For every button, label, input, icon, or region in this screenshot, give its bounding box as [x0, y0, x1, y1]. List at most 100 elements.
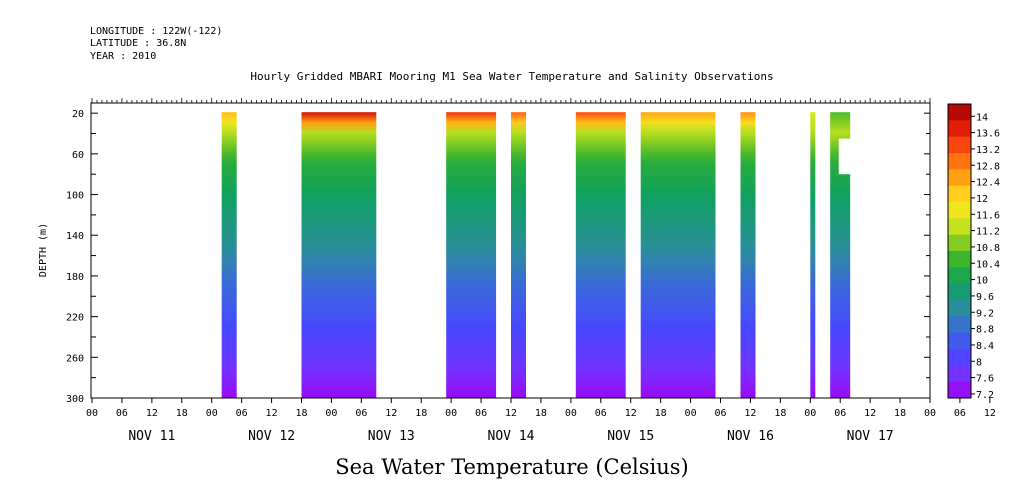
day-label: NOV 12: [248, 429, 295, 444]
colorbar-band: [948, 218, 971, 236]
data-segment: [640, 112, 716, 398]
colorbar-tick-label: 7.6: [976, 374, 994, 385]
x-tick-label: 12: [385, 408, 397, 419]
colorbar-band: [948, 365, 971, 383]
x-tick-label: 06: [595, 408, 607, 419]
data-segment: [301, 112, 377, 398]
y-axis-label: DEPTH (m): [38, 223, 49, 277]
x-tick-label: 06: [954, 408, 966, 419]
missing-data-patch: [838, 138, 852, 175]
x-tick-label: 06: [834, 408, 846, 419]
colorbar-tick-label: 9.2: [976, 308, 994, 319]
x-tick-label: 18: [655, 408, 667, 419]
x-tick-label: 06: [236, 408, 248, 419]
x-tick-label: 18: [535, 408, 547, 419]
data-segment: [446, 112, 497, 398]
colorbar-band: [948, 120, 971, 138]
colorbar-band: [948, 136, 971, 154]
x-tick-label: 00: [924, 408, 936, 419]
x-tick-label: 12: [625, 408, 637, 419]
colorbar-band: [948, 104, 971, 121]
day-label: NOV 17: [847, 429, 894, 444]
x-tick-label: 00: [685, 408, 697, 419]
day-label: NOV 14: [488, 429, 535, 444]
latitude-label: LATITUDE : 36.8N: [90, 38, 186, 49]
colorbar-frame: [947, 103, 972, 399]
colorbar-tick-label: 10.8: [976, 243, 1000, 254]
colorbar-band: [948, 234, 971, 252]
y-tick-label: 20: [72, 109, 84, 120]
x-tick-label: 12: [864, 408, 876, 419]
colorbar-tick-label: 11.6: [976, 210, 1000, 221]
day-label: NOV 16: [727, 429, 774, 444]
colorbar-tick-label: 12: [976, 194, 988, 205]
year-label: YEAR : 2010: [90, 51, 156, 62]
data-segment: [830, 112, 851, 398]
plot-frame: [90, 102, 931, 399]
colorbar-tick-label: 14: [976, 112, 988, 123]
data-segment: [511, 112, 526, 398]
data-segment: [221, 112, 237, 398]
y-tick-label: 180: [66, 272, 84, 283]
colorbar-band: [948, 169, 971, 187]
colorbar-tick-label: 12.4: [976, 178, 1000, 189]
colorbar-tick-label: 8.4: [976, 341, 994, 352]
x-tick-label: 00: [86, 408, 98, 419]
x-tick-label: 18: [176, 408, 188, 419]
y-tick-label: 260: [66, 353, 84, 364]
x-axis-ticks: 00 06 12 18 00 06 12 18 00 06 12 18 00 06 12 18 00 06 12 18…: [86, 398, 996, 444]
colorbar-tick-label: 9.6: [976, 292, 994, 303]
colorbar-band: [948, 349, 971, 366]
colorbar-tick-label: 10.4: [976, 259, 1000, 270]
x-tick-label: 06: [355, 408, 367, 419]
colorbar-band: [948, 202, 971, 219]
colorbar-band: [948, 153, 971, 170]
y-tick-label: 60: [72, 150, 84, 161]
colorbar-tick-label: 10: [976, 276, 988, 287]
colorbar-band: [948, 251, 971, 268]
x-tick-label: 18: [415, 408, 427, 419]
colorbar-tick-label: 12.8: [976, 161, 1000, 172]
data-segment: [810, 112, 816, 398]
colorbar-band: [948, 300, 971, 317]
x-tick-label: 12: [266, 408, 278, 419]
colorbar-tick-label: 7.2: [976, 390, 994, 401]
colorbar-tick-label: 13.2: [976, 145, 1000, 156]
x-tick-label: 00: [445, 408, 457, 419]
chart-title: Hourly Gridded MBARI Mooring M1 Sea Wate…: [250, 70, 773, 83]
data-segment: [740, 112, 756, 398]
day-label: NOV 15: [607, 429, 654, 444]
colorbar-band: [948, 185, 971, 203]
colorbar-tick-label: 11.2: [976, 227, 1000, 238]
colorbar-tick-label: 8.8: [976, 325, 994, 336]
x-tick-label: 12: [505, 408, 517, 419]
y-axis-ticks: 20 60 100 140 180 220 260 300: [66, 109, 930, 405]
longitude-label: LONGITUDE : 122W(-122): [90, 26, 222, 37]
colorbar-band: [948, 267, 971, 285]
day-label: NOV 11: [128, 429, 175, 444]
x-tick-label: 06: [714, 408, 726, 419]
colorbar-tick-label: 13.6: [976, 129, 1000, 140]
x-tick-label: 06: [116, 408, 128, 419]
day-label: NOV 13: [368, 429, 415, 444]
y-tick-label: 300: [66, 394, 84, 405]
x-tick-label: 00: [206, 408, 218, 419]
x-tick-label: 00: [804, 408, 816, 419]
x-minor-ticks-top: [91, 98, 931, 103]
y-tick-label: 140: [66, 231, 84, 242]
x-tick-label: 12: [146, 408, 158, 419]
y-tick-label: 220: [66, 313, 84, 324]
x-tick-label: 00: [565, 408, 577, 419]
colorbar: 14 13.6 13.2 12.8 12.4 12 11.6 11.2 10.8 10.4 10 9.…: [947, 103, 1000, 401]
colorbar-band: [948, 332, 971, 350]
x-tick-label: 18: [894, 408, 906, 419]
data-segments: [221, 112, 851, 398]
x-tick-label: 00: [325, 408, 337, 419]
bottom-label: Sea Water Temperature (Celsius): [335, 455, 689, 479]
colorbar-band: [948, 316, 971, 334]
x-tick-label: 18: [295, 408, 307, 419]
x-tick-label: 12: [984, 408, 996, 419]
data-segment: [575, 112, 626, 398]
colorbar-band: [948, 283, 971, 301]
